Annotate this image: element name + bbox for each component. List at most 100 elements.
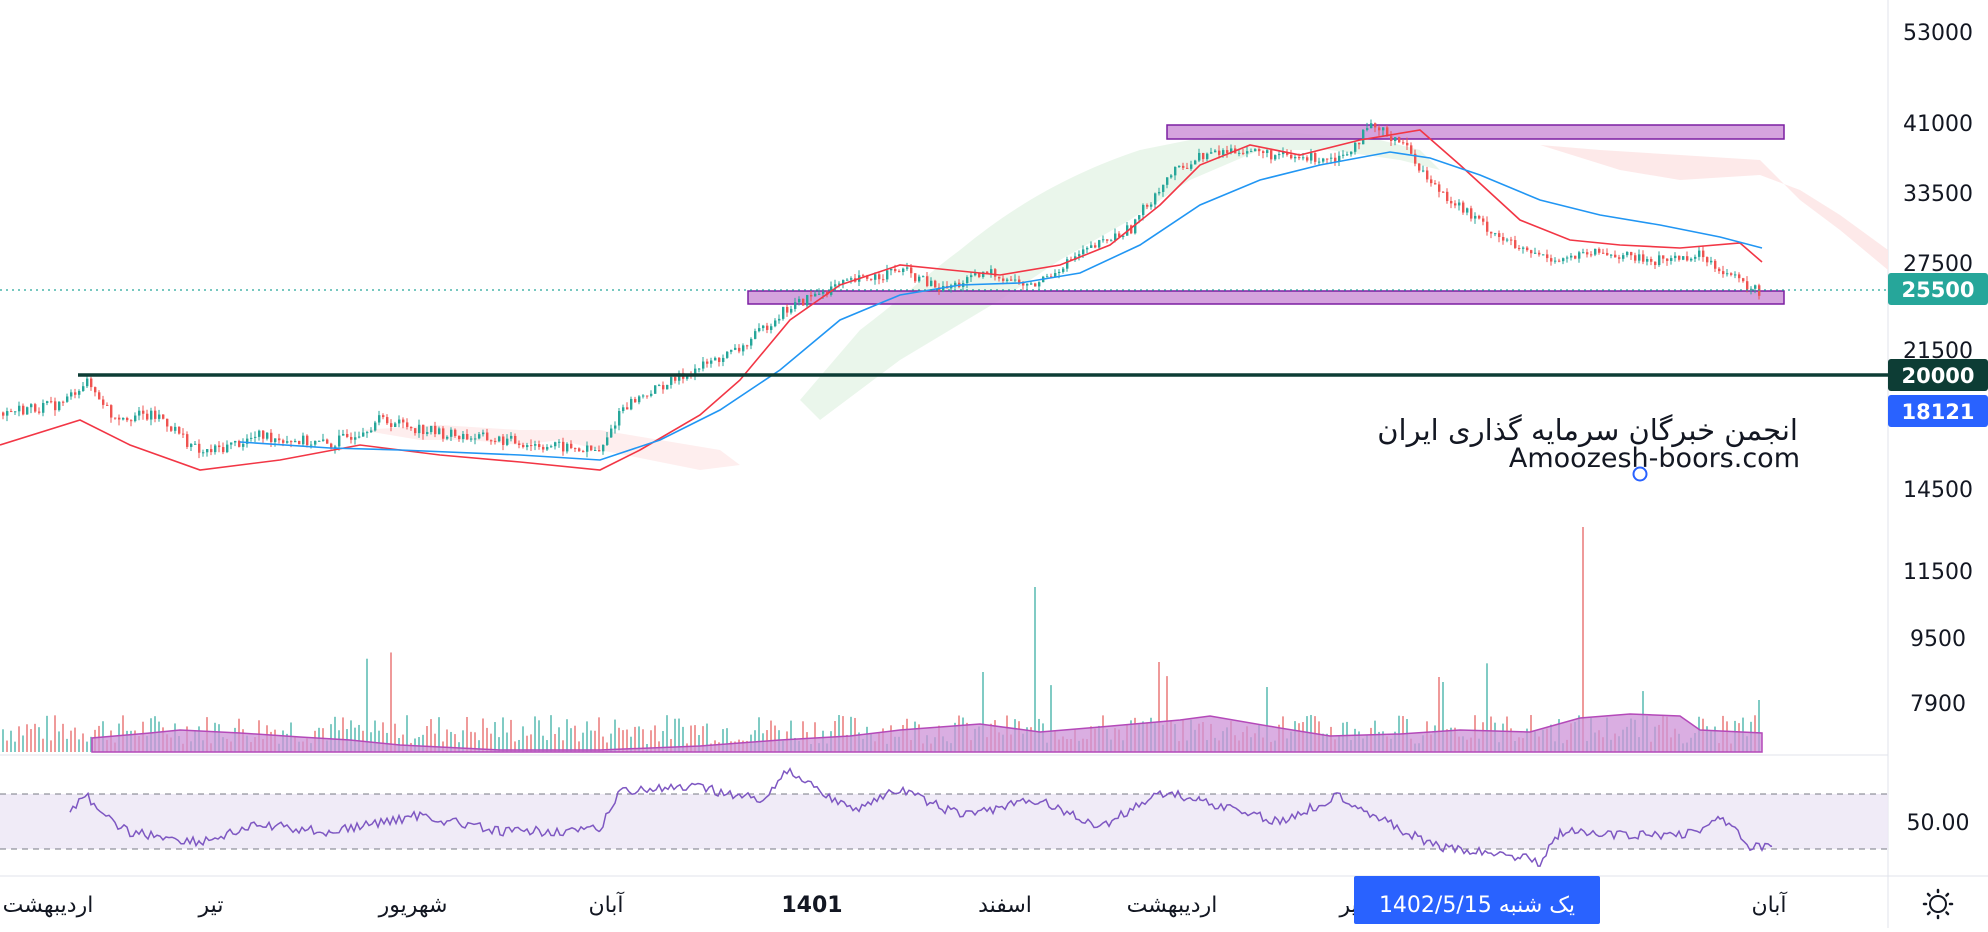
horizontal-lines[interactable] <box>0 289 1888 377</box>
candle-body <box>1090 245 1093 248</box>
candle-body <box>526 445 529 448</box>
candle-body <box>1610 254 1613 256</box>
time-label: اردیبهشت <box>1127 893 1218 918</box>
volume-bar <box>534 716 536 752</box>
candle-body <box>1346 154 1349 156</box>
candle-body <box>1002 278 1005 281</box>
candle-body <box>6 411 9 416</box>
candle-body <box>1078 254 1081 257</box>
candle-body <box>534 444 537 446</box>
volume-bar <box>450 731 452 752</box>
candle-body <box>166 418 169 427</box>
candle-body <box>1266 150 1269 154</box>
candle-body <box>1506 239 1509 241</box>
volume-bar <box>594 730 596 752</box>
candle-body <box>226 444 229 453</box>
volume-bar <box>514 741 516 752</box>
candle-body <box>634 399 637 403</box>
candle-body <box>1578 252 1581 259</box>
cursor-circle[interactable] <box>1632 466 1648 482</box>
price-scale[interactable]: 53000 41000 33500 27500 21500 14500 1150… <box>1888 21 1988 836</box>
price-zones[interactable] <box>747 124 1785 305</box>
candle-body <box>674 377 677 381</box>
volume-bar <box>1266 687 1268 752</box>
candle-body <box>1442 191 1445 193</box>
watermark-line-1: انجمن خبرگان سرمایه گذاری ایران <box>1377 413 1798 447</box>
candle-body <box>1474 215 1477 219</box>
candle-body <box>1198 152 1201 161</box>
candle-body <box>1466 208 1469 213</box>
candle-body <box>70 392 73 397</box>
volume-bar <box>1582 527 1584 752</box>
volume-bar <box>814 722 816 752</box>
volume-ma-area <box>91 713 1763 753</box>
candle-body <box>106 404 109 406</box>
candle-body <box>422 424 425 435</box>
candle-body <box>738 347 741 352</box>
candle-body <box>650 393 653 396</box>
candle-body <box>322 439 325 441</box>
candle-body <box>734 347 737 350</box>
candle-body <box>1410 145 1413 154</box>
candle-body <box>258 430 261 437</box>
candle-body <box>1094 245 1097 248</box>
volume-bar <box>494 722 496 752</box>
time-label: آبان <box>588 891 624 918</box>
candle-body <box>586 445 589 452</box>
candle-body <box>1286 152 1289 155</box>
candle-body <box>434 425 437 435</box>
rsi-line <box>69 767 1773 867</box>
volume-bar <box>358 724 360 752</box>
time-axis[interactable]: اردیبهشت تیر شهریور آبان 1401 اسفند اردی… <box>3 876 1788 924</box>
volume-bar <box>838 715 840 752</box>
candle-body <box>1186 167 1189 169</box>
candle-body <box>378 415 381 423</box>
candle-body <box>42 403 45 413</box>
candle-body <box>1122 235 1125 237</box>
price-label: 53000 <box>1903 21 1973 46</box>
candle-body <box>1230 148 1233 153</box>
candle-body <box>978 273 981 278</box>
candle-body <box>1538 252 1541 255</box>
time-label: اردیبهشت <box>3 893 94 918</box>
price-label: 33500 <box>1903 182 1973 207</box>
gear-icon[interactable] <box>1922 888 1954 920</box>
candle-body <box>146 413 149 420</box>
volume-bar <box>538 720 540 752</box>
volume-bar <box>498 737 500 752</box>
candle-body <box>362 432 365 437</box>
candle-body <box>1302 157 1305 159</box>
candle-body <box>1478 215 1481 219</box>
volume-bar <box>482 718 484 752</box>
crosshair-date-badge: یک شنبه 1402/5/15 <box>1354 876 1600 924</box>
volume-bar <box>122 715 124 752</box>
candle-body <box>202 452 205 454</box>
candle-body <box>186 434 189 447</box>
candle-body <box>478 434 481 439</box>
candle-body <box>998 276 1001 279</box>
volume-bar <box>86 741 88 752</box>
candle-body <box>1494 233 1497 235</box>
candle-body <box>658 385 661 387</box>
candle-body <box>870 278 873 280</box>
candle-body <box>758 328 761 332</box>
candle-body <box>1190 164 1193 169</box>
candle-body <box>1450 200 1453 204</box>
svg-text:20000: 20000 <box>1901 364 1974 388</box>
candle-body <box>74 392 77 395</box>
candle-body <box>506 438 509 445</box>
candle-body <box>806 295 809 306</box>
volume-bar <box>726 728 728 752</box>
candle-body <box>1458 202 1461 206</box>
candle-body <box>178 426 181 434</box>
volume-bar <box>622 730 624 752</box>
volume-bar <box>650 730 652 752</box>
candle-body <box>1110 240 1113 242</box>
candle-body <box>1318 161 1321 163</box>
candle-body <box>230 442 233 445</box>
volume-bar <box>574 725 576 752</box>
candle-body <box>1210 152 1213 154</box>
candle-body <box>474 438 477 440</box>
